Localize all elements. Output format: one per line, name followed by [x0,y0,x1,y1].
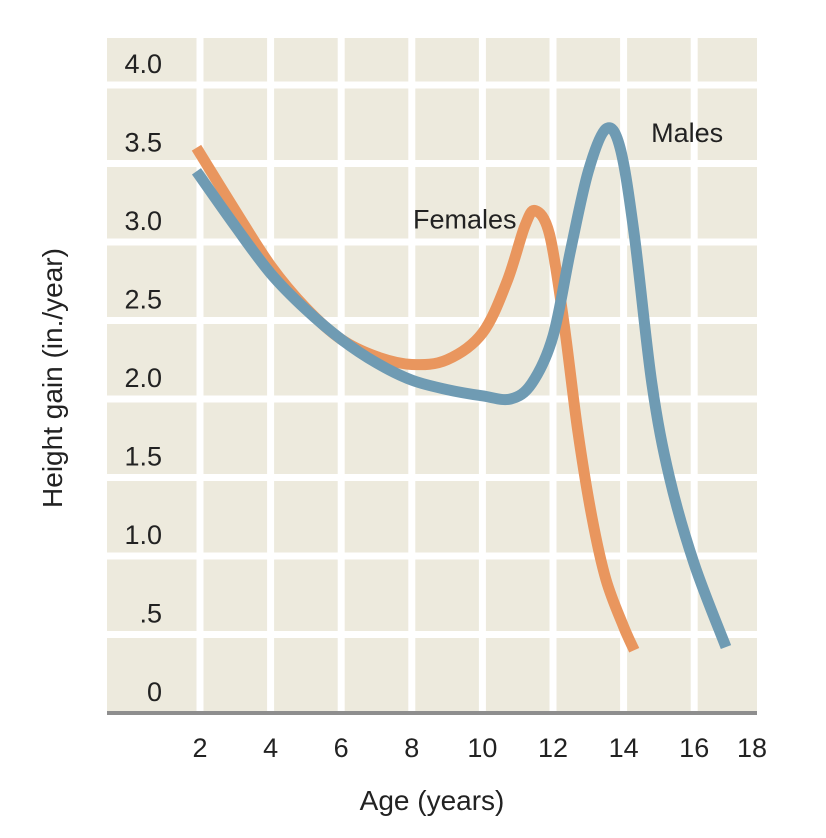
y-tick-label: 3.5 [124,128,162,158]
grid [107,38,757,713]
x-axis-label: Age (years) [360,785,505,816]
series-lines [191,122,732,653]
x-tick-label: 2 [192,733,207,763]
x-tick-label: 14 [609,733,639,763]
x-tick-label: 12 [538,733,568,763]
series-line-males [191,122,732,650]
y-tick-label: 3.0 [124,206,162,236]
x-tick-label: 18 [737,733,767,763]
y-tick-label: 0 [147,677,162,707]
y-axis-label: Height gain (in./year) [37,248,68,508]
y-tick-label: 2.5 [124,285,162,315]
y-tick-labels: 0 .5 1.0 1.5 2.0 2.5 3.0 3.5 4.0 [124,49,162,707]
annotation-females: Females [413,204,517,234]
x-tick-labels: 2 4 6 8 10 12 14 16 18 [192,733,767,763]
x-tick-label: 4 [263,733,278,763]
x-tick-label: 10 [467,733,497,763]
x-tick-label: 8 [404,733,419,763]
y-tick-label: 4.0 [124,49,162,79]
x-tick-label: 16 [679,733,709,763]
y-tick-label: 2.0 [124,363,162,393]
y-tick-label: .5 [139,599,162,629]
y-tick-label: 1.5 [124,442,162,472]
y-tick-label: 1.0 [124,520,162,550]
annotation-males: Males [651,118,723,148]
x-tick-label: 6 [334,733,349,763]
